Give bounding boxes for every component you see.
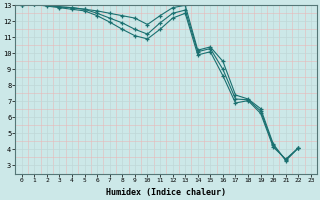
X-axis label: Humidex (Indice chaleur): Humidex (Indice chaleur) (106, 188, 226, 197)
